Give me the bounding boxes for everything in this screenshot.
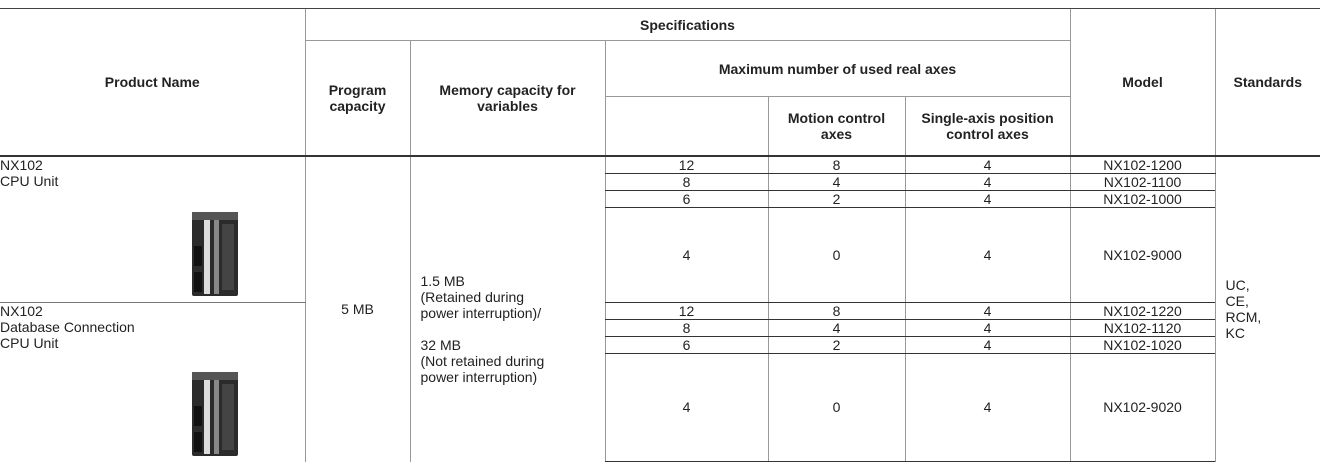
cell-motion: 4 bbox=[767, 319, 905, 337]
text-line: 32 MB bbox=[420, 337, 461, 353]
table-row: 6 2 4 NX102-1000 bbox=[0, 190, 1320, 208]
cell-single: 4 bbox=[904, 155, 1071, 174]
header-cell: Maximum number of used real axes bbox=[604, 40, 1071, 97]
cell-model: NX102-1100 bbox=[1069, 173, 1216, 191]
cell-total: 4 bbox=[604, 353, 768, 462]
text-line: UC, bbox=[1225, 277, 1250, 293]
cell-motion: 0 bbox=[767, 353, 905, 462]
header-cell: Single-axis position control axes bbox=[904, 96, 1071, 157]
cell-single: 4 bbox=[904, 173, 1071, 191]
cell-single: 4 bbox=[904, 319, 1071, 337]
cell-single: 4 bbox=[904, 190, 1071, 208]
cell-model: NX102-1020 bbox=[1069, 336, 1216, 354]
text-line: RCM, bbox=[1225, 309, 1262, 325]
cell-model: NX102-9000 bbox=[1069, 207, 1216, 303]
cell-motion: 0 bbox=[767, 207, 905, 303]
cell-total: 12 bbox=[604, 302, 768, 320]
cell-model: NX102-9020 bbox=[1069, 353, 1216, 462]
header-cell bbox=[604, 96, 768, 157]
cell-motion: 8 bbox=[767, 302, 905, 320]
table-body: NX102 CPU Unit 5 MB 1.5 MB (Retained during p… bbox=[0, 155, 1320, 462]
cell-total: 4 bbox=[604, 207, 768, 303]
table-row: 8 4 4 NX102-1120 bbox=[0, 319, 1320, 337]
table-row: 6 2 4 NX102-1020 bbox=[0, 336, 1320, 354]
cell-motion: 4 bbox=[767, 173, 905, 191]
product-cell: NX102 CPU Unit bbox=[0, 155, 305, 303]
table-row: NX102 Database Connection CPU Unit 12 8 4 NX10… bbox=[0, 302, 1320, 456]
cell-motion: 2 bbox=[767, 336, 905, 354]
text-line: CE, bbox=[1225, 293, 1249, 309]
product-box: NX102 CPU Unit bbox=[0, 157, 305, 302]
text-line: power interruption)/ bbox=[420, 305, 542, 321]
cell-single: 4 bbox=[904, 302, 1071, 320]
text-line: CPU Unit bbox=[0, 172, 59, 189]
text-line: NX102 bbox=[0, 156, 43, 173]
text-line: Database Connection bbox=[0, 318, 135, 335]
table-row: 8 4 4 NX102-1100 bbox=[0, 173, 1320, 191]
header-cell: Model bbox=[1069, 8, 1216, 157]
cell-model: NX102-1200 bbox=[1069, 155, 1216, 174]
cell-single: 4 bbox=[904, 353, 1071, 462]
cell-total: 8 bbox=[604, 173, 768, 191]
cell-motion: 2 bbox=[767, 190, 905, 208]
cell-model: NX102-1220 bbox=[1069, 302, 1216, 320]
cell-total: 12 bbox=[604, 155, 768, 174]
program-capacity: 5 MB bbox=[304, 155, 410, 462]
spec-table: Product Name Specifications Model Standa… bbox=[0, 8, 1320, 462]
cell-total: 6 bbox=[604, 190, 768, 208]
header-cell: Specifications bbox=[304, 8, 1071, 41]
header-cell: Standards bbox=[1214, 8, 1320, 157]
text-line: (Not retained during bbox=[420, 353, 545, 369]
header-cell: Product Name bbox=[0, 8, 305, 157]
table-row: NX102 CPU Unit 5 MB 1.5 MB (Retained during p… bbox=[0, 155, 1320, 462]
header-cell: Memory capacity for variables bbox=[409, 40, 605, 157]
table-row: 4 0 4 NX102-9020 bbox=[0, 353, 1320, 462]
cell-motion: 8 bbox=[767, 155, 905, 174]
cell-total: 6 bbox=[604, 336, 768, 354]
text-line: KC bbox=[1225, 325, 1245, 341]
cell-single: 4 bbox=[904, 207, 1071, 303]
product-cell: NX102 Database Connection CPU Unit bbox=[0, 302, 305, 462]
cell-total: 8 bbox=[604, 319, 768, 337]
text-line: CPU Unit bbox=[0, 334, 59, 351]
text-line: NX102 bbox=[0, 302, 43, 319]
cell-model: NX102-1000 bbox=[1069, 190, 1216, 208]
header-cell: Motion control axes bbox=[767, 96, 905, 157]
text-line: (Retained during bbox=[420, 289, 525, 305]
header-cell: Program capacity bbox=[304, 40, 410, 157]
text-line: 1.5 MB bbox=[420, 273, 465, 289]
cell-single: 4 bbox=[904, 336, 1071, 354]
product-box: NX102 Database Connection CPU Unit bbox=[0, 303, 305, 462]
product-image bbox=[192, 211, 238, 296]
standards: UC, CE, RCM, KC bbox=[1214, 155, 1320, 462]
table-row: 4 0 4 NX102-9000 bbox=[0, 207, 1320, 303]
memory-capacity: 1.5 MB (Retained during power interruption… bbox=[409, 155, 605, 462]
product-image bbox=[192, 371, 238, 456]
cell-model: NX102-1120 bbox=[1069, 319, 1216, 337]
text-line: power interruption) bbox=[420, 369, 538, 385]
